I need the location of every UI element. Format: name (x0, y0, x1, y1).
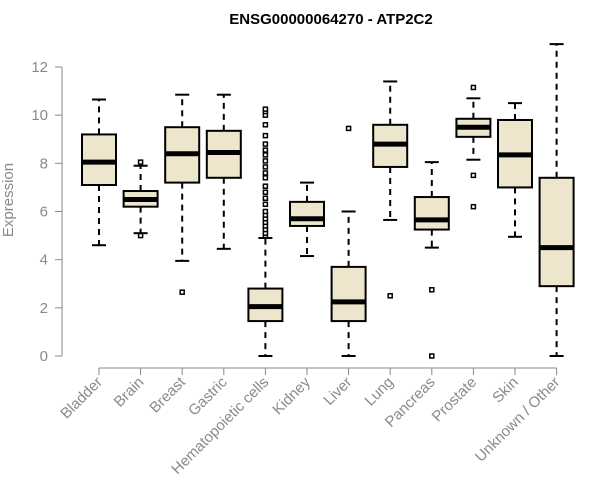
box-iqr (538, 176, 575, 288)
box-breast (164, 93, 201, 295)
outlier-point (262, 106, 269, 112)
outlier-point (470, 84, 477, 91)
outlier-point (262, 132, 269, 139)
box-lung (372, 80, 409, 299)
box-hematopoietic-cells (247, 106, 284, 357)
outlier-point (262, 170, 269, 176)
x-tick-label: Lung (361, 374, 397, 410)
box-gastric (205, 93, 242, 250)
box-liver (330, 125, 367, 357)
box-plots (81, 43, 575, 359)
outlier-point (262, 195, 269, 202)
chart-title: ENSG00000064270 - ATP2C2 (229, 11, 432, 28)
outlier-point (262, 201, 269, 208)
box-skin (497, 102, 533, 238)
box-pancreas (413, 161, 450, 359)
y-tick-label: 10 (31, 107, 48, 124)
outlier-point (429, 287, 435, 293)
y-axis-label: Expression (0, 163, 17, 237)
box-bladder (81, 98, 117, 247)
x-tick-label: Liver (320, 374, 355, 409)
outlier-point (137, 232, 144, 239)
y-tick-label: 12 (31, 59, 48, 76)
x-tick-label: Prostate (429, 374, 481, 426)
x-tick-label: Kidney (269, 373, 314, 418)
outlier-point (470, 203, 477, 210)
box-iqr (330, 265, 367, 323)
outlier-point (262, 141, 269, 147)
x-tick-label: Breast (146, 373, 189, 416)
y-tick-label: 6 (40, 204, 48, 221)
outlier-point (262, 175, 269, 181)
y-tick-label: 2 (40, 300, 48, 317)
outlier-point (262, 158, 269, 164)
x-tick-label: Brain (111, 374, 148, 411)
box-prostate (455, 84, 492, 210)
box-brain (122, 159, 159, 239)
box-kidney (289, 181, 325, 258)
outlier-point (262, 208, 269, 215)
outlier-point (262, 183, 269, 189)
outlier-point (179, 289, 185, 295)
outlier-point (262, 152, 269, 158)
x-tick-label: Bladder (57, 374, 106, 423)
y-tick-label: 4 (40, 252, 48, 269)
y-axis: 0 2 4 6 8 10 12 (31, 59, 63, 365)
x-tick-label: Skin (489, 374, 522, 407)
outlier-point (345, 125, 352, 132)
outlier-point (470, 172, 477, 179)
outlier-point (262, 147, 269, 153)
box-iqr (413, 196, 450, 231)
outlier-point (262, 189, 269, 195)
y-tick-label: 0 (40, 348, 48, 365)
outlier-point (387, 293, 393, 299)
box-iqr (289, 200, 325, 227)
outlier-point (262, 164, 269, 170)
y-tick-label: 8 (40, 155, 48, 172)
outlier-point (429, 353, 435, 359)
outlier-point (137, 159, 144, 165)
box-unknown-other (538, 43, 575, 357)
outlier-point (262, 122, 269, 128)
